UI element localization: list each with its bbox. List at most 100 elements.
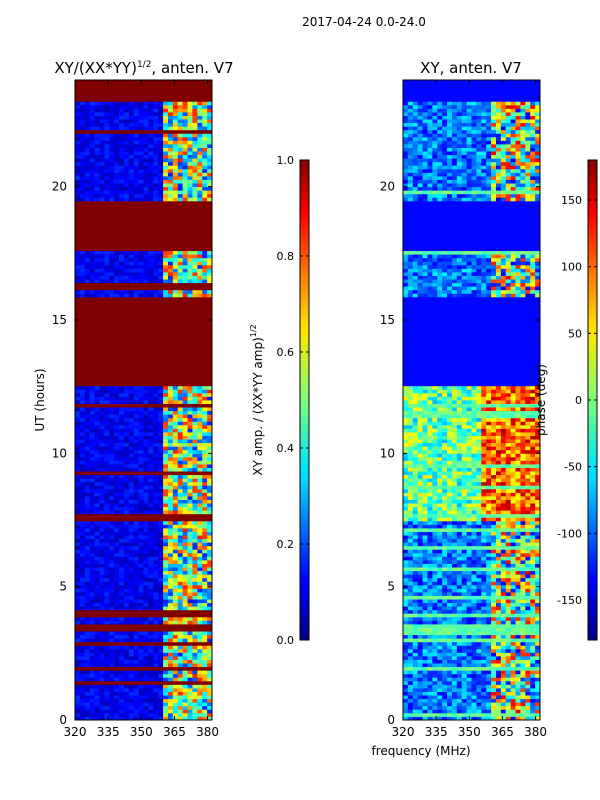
amplitude-heatmap-cell: [138, 296, 144, 301]
amplitude-heatmap-cell: [133, 449, 140, 454]
amplitude-heatmap-cell: [79, 364, 86, 369]
amplitude-heatmap-cell: [123, 254, 130, 259]
amplitude-heatmap-cell: [99, 236, 105, 241]
amplitude-heatmap-cell: [84, 510, 91, 515]
amplitude-heatmap-cell: [79, 446, 86, 451]
amplitude-heatmap-cell: [133, 570, 140, 575]
amplitude-heatmap-cell: [202, 513, 208, 518]
amplitude-heatmap-cell: [167, 392, 174, 397]
amplitude-heatmap-cell: [167, 140, 174, 145]
amplitude-heatmap-cell: [167, 257, 174, 262]
amplitude-heatmap-cell: [79, 407, 86, 412]
amplitude-heatmap-cell: [167, 289, 174, 294]
amplitude-heatmap-cell: [182, 609, 188, 614]
amplitude-heatmap-cell: [197, 645, 203, 650]
amplitude-heatmap-cell: [94, 609, 100, 614]
amplitude-heatmap-cell: [75, 695, 81, 700]
amplitude-heatmap-cell: [109, 709, 115, 714]
amplitude-heatmap-cell: [138, 368, 144, 372]
amplitude-heatmap-cell: [167, 232, 174, 237]
amplitude-heatmap-cell: [138, 414, 144, 419]
amplitude-heatmap-cell: [153, 151, 159, 156]
amplitude-heatmap-cell: [207, 677, 212, 682]
amplitude-heatmap-cell: [128, 631, 135, 636]
amplitude-heatmap-cell: [109, 293, 115, 298]
amplitude-heatmap-cell: [177, 321, 184, 326]
amplitude-heatmap-cell: [167, 108, 174, 113]
amplitude-heatmap-cell: [192, 552, 198, 557]
amplitude-heatmap-cell: [187, 147, 193, 152]
amplitude-heatmap-cell: [207, 126, 212, 131]
amplitude-heatmap-cell: [172, 250, 179, 255]
amplitude-heatmap-cell: [167, 467, 174, 472]
amplitude-heatmap-cell: [153, 702, 159, 707]
amplitude-heatmap-cell: [75, 122, 81, 127]
amplitude-heatmap-cell: [172, 364, 179, 369]
amplitude-heatmap-cell: [187, 144, 193, 148]
amplitude-heatmap-cell: [109, 702, 115, 707]
amplitude-heatmap-cell: [123, 584, 130, 589]
amplitude-heatmap-cell: [119, 666, 125, 671]
amplitude-heatmap-cell: [123, 272, 130, 276]
amplitude-heatmap-cell: [153, 232, 159, 237]
amplitude-heatmap-cell: [84, 193, 91, 198]
amplitude-heatmap-cell: [187, 307, 193, 312]
amplitude-heatmap-cell: [172, 524, 179, 529]
amplitude-heatmap-cell: [94, 289, 100, 294]
amplitude-heatmap-cell: [123, 624, 130, 628]
amplitude-heatmap-cell: [182, 257, 188, 262]
amplitude-heatmap-cell: [182, 545, 188, 550]
amplitude-heatmap-cell: [167, 129, 174, 134]
amplitude-heatmap-cell: [114, 560, 120, 564]
amplitude-heatmap-cell: [89, 488, 95, 493]
amplitude-heatmap-cell: [75, 112, 81, 116]
amplitude-heatmap-cell: [99, 588, 105, 593]
amplitude-heatmap-cell: [104, 631, 110, 636]
amplitude-heatmap-cell: [202, 481, 208, 486]
amplitude-heatmap-cell: [172, 439, 179, 444]
amplitude-heatmap-cell: [138, 101, 144, 106]
amplitude-heatmap-cell: [79, 680, 86, 685]
amplitude-heatmap-cell: [163, 556, 169, 561]
amplitude-heatmap-cell: [84, 556, 91, 561]
amplitude-heatmap-cell: [177, 190, 184, 195]
amplitude-heatmap-cell: [143, 353, 149, 358]
amplitude-heatmap-cell: [197, 648, 203, 653]
amplitude-heatmap-cell: [104, 357, 110, 362]
amplitude-heatmap-cell: [99, 279, 105, 284]
amplitude-heatmap-cell: [128, 115, 135, 120]
amplitude-heatmap-cell: [89, 435, 95, 440]
amplitude-heatmap-cell: [172, 624, 179, 628]
amplitude-heatmap-cell: [158, 567, 164, 572]
amplitude-heatmap-cell: [197, 87, 203, 92]
amplitude-heatmap-cell: [192, 176, 198, 180]
amplitude-heatmap-cell: [94, 517, 100, 522]
amplitude-heatmap-cell: [123, 133, 130, 138]
amplitude-heatmap-cell: [104, 325, 110, 330]
amplitude-heatmap-cell: [128, 314, 135, 319]
amplitude-heatmap-cell: [207, 442, 212, 447]
amplitude-heatmap-cell: [104, 104, 110, 109]
amplitude-heatmap-cell: [197, 122, 203, 127]
amplitude-heatmap-cell: [163, 332, 169, 337]
amplitude-heatmap-cell: [172, 506, 179, 511]
amplitude-heatmap-cell: [94, 307, 100, 312]
amplitude-heatmap-cell: [182, 229, 188, 234]
amplitude-heatmap-cell: [172, 481, 179, 486]
amplitude-heatmap-cell: [207, 353, 212, 358]
amplitude-heatmap-cell: [104, 232, 110, 237]
amplitude-heatmap-cell: [182, 677, 188, 682]
amplitude-heatmap-cell: [207, 279, 212, 284]
amplitude-heatmap-cell: [79, 161, 86, 166]
amplitude-heatmap-cell: [114, 218, 120, 223]
amplitude-heatmap-cell: [148, 474, 154, 479]
amplitude-heatmap-cell: [109, 247, 115, 252]
amplitude-heatmap-cell: [89, 236, 95, 241]
amplitude-heatmap-cell: [207, 304, 212, 308]
amplitude-heatmap-cell: [158, 90, 164, 95]
amplitude-heatmap-cell: [89, 396, 95, 401]
amplitude-heatmap-cell: [207, 702, 212, 707]
amplitude-heatmap-cell: [153, 332, 159, 337]
amplitude-heatmap-cell: [177, 620, 184, 625]
amplitude-heatmap-cell: [138, 684, 144, 689]
